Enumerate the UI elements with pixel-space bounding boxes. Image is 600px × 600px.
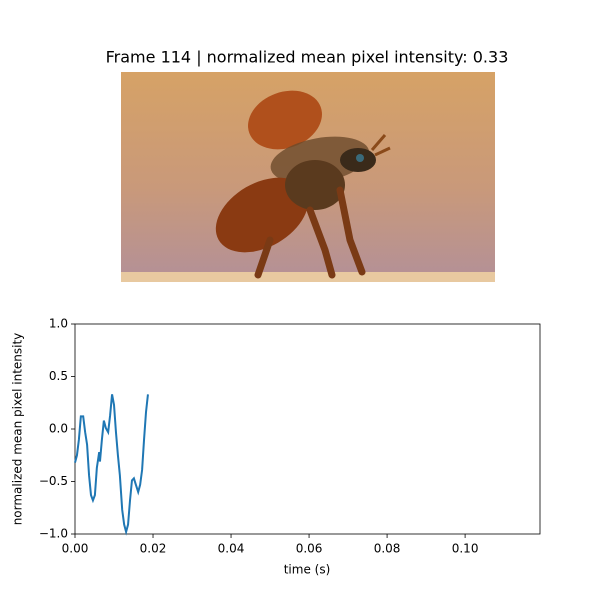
- y-axis-label: normalized mean pixel intensity: [11, 333, 25, 526]
- y-tick-label: 0.0: [49, 422, 68, 436]
- data-line: [74, 394, 149, 536]
- x-tick-label: 0.06: [296, 542, 323, 556]
- x-tick-label: 0.08: [374, 542, 401, 556]
- x-tick-label: 0.04: [218, 542, 245, 556]
- y-tick-label: −0.5: [39, 474, 68, 488]
- video-frame: [121, 72, 495, 282]
- x-tick-label: 0.00: [62, 542, 89, 556]
- x-axis-label: time (s): [284, 563, 331, 577]
- y-tick-label: 1.0: [49, 317, 68, 331]
- y-tick-label: 0.5: [49, 369, 68, 383]
- frame-title: Frame 114 | normalized mean pixel intens…: [106, 48, 509, 67]
- x-tick-label: 0.10: [452, 542, 479, 556]
- y-tick-label: −1.0: [39, 527, 68, 541]
- x-tick-label: 0.02: [140, 542, 167, 556]
